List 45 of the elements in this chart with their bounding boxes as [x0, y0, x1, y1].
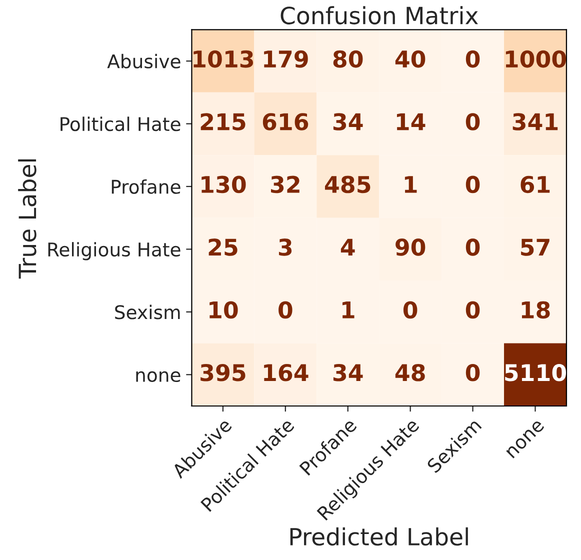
data-label: 1: [342, 302, 354, 318]
data-label: 616: [262, 113, 308, 130]
data-label: 1: [404, 176, 417, 193]
y-tick-label: Religious Hate: [48, 242, 180, 260]
data-label: 485: [324, 176, 370, 194]
y-tick-label: Political Hate: [60, 116, 180, 132]
data-label: 3: [278, 238, 292, 256]
data-label: 34: [333, 364, 363, 382]
chart-title: Confusion Matrix: [280, 6, 478, 24]
data-label: 32: [271, 176, 300, 194]
data-label: 1000: [506, 50, 566, 68]
y-tick-label: Sexism: [115, 304, 180, 320]
data-label: 0: [403, 301, 418, 319]
data-label: 0: [466, 364, 480, 382]
data-label: 341: [512, 113, 558, 130]
x-axis-title: Predicted Label: [290, 527, 468, 546]
data-label: 18: [522, 301, 550, 319]
y-tick-label: Profane: [112, 179, 180, 194]
data-label: 0: [466, 113, 480, 130]
data-label: 34: [333, 113, 363, 130]
data-label: 0: [278, 301, 292, 319]
data-label: 130: [202, 176, 246, 194]
data-label: 90: [396, 238, 426, 256]
data-label: 164: [264, 364, 308, 382]
data-label: 395: [200, 364, 246, 382]
data-label: 48: [395, 364, 425, 382]
data-label: 179: [264, 50, 308, 68]
data-label: 215: [200, 113, 246, 130]
data-label: 1013: [194, 50, 254, 68]
data-label: 0: [466, 238, 480, 256]
data-label: 5110: [505, 364, 566, 382]
data-label: 0: [466, 176, 480, 194]
data-label: 10: [210, 301, 238, 319]
data-label: 25: [208, 238, 238, 256]
data-label: 4: [340, 238, 355, 256]
y-tick-label: Abusive: [107, 54, 180, 68]
data-label: 14: [396, 113, 426, 130]
data-label: 80: [333, 50, 363, 68]
y-axis-title: True Label: [18, 159, 36, 279]
y-tick-label: none: [136, 371, 180, 382]
data-label: 61: [520, 176, 550, 194]
data-label: 57: [521, 238, 550, 256]
data-label: 0: [466, 301, 480, 319]
data-label: 40: [395, 50, 426, 68]
data-label: 0: [466, 50, 480, 68]
